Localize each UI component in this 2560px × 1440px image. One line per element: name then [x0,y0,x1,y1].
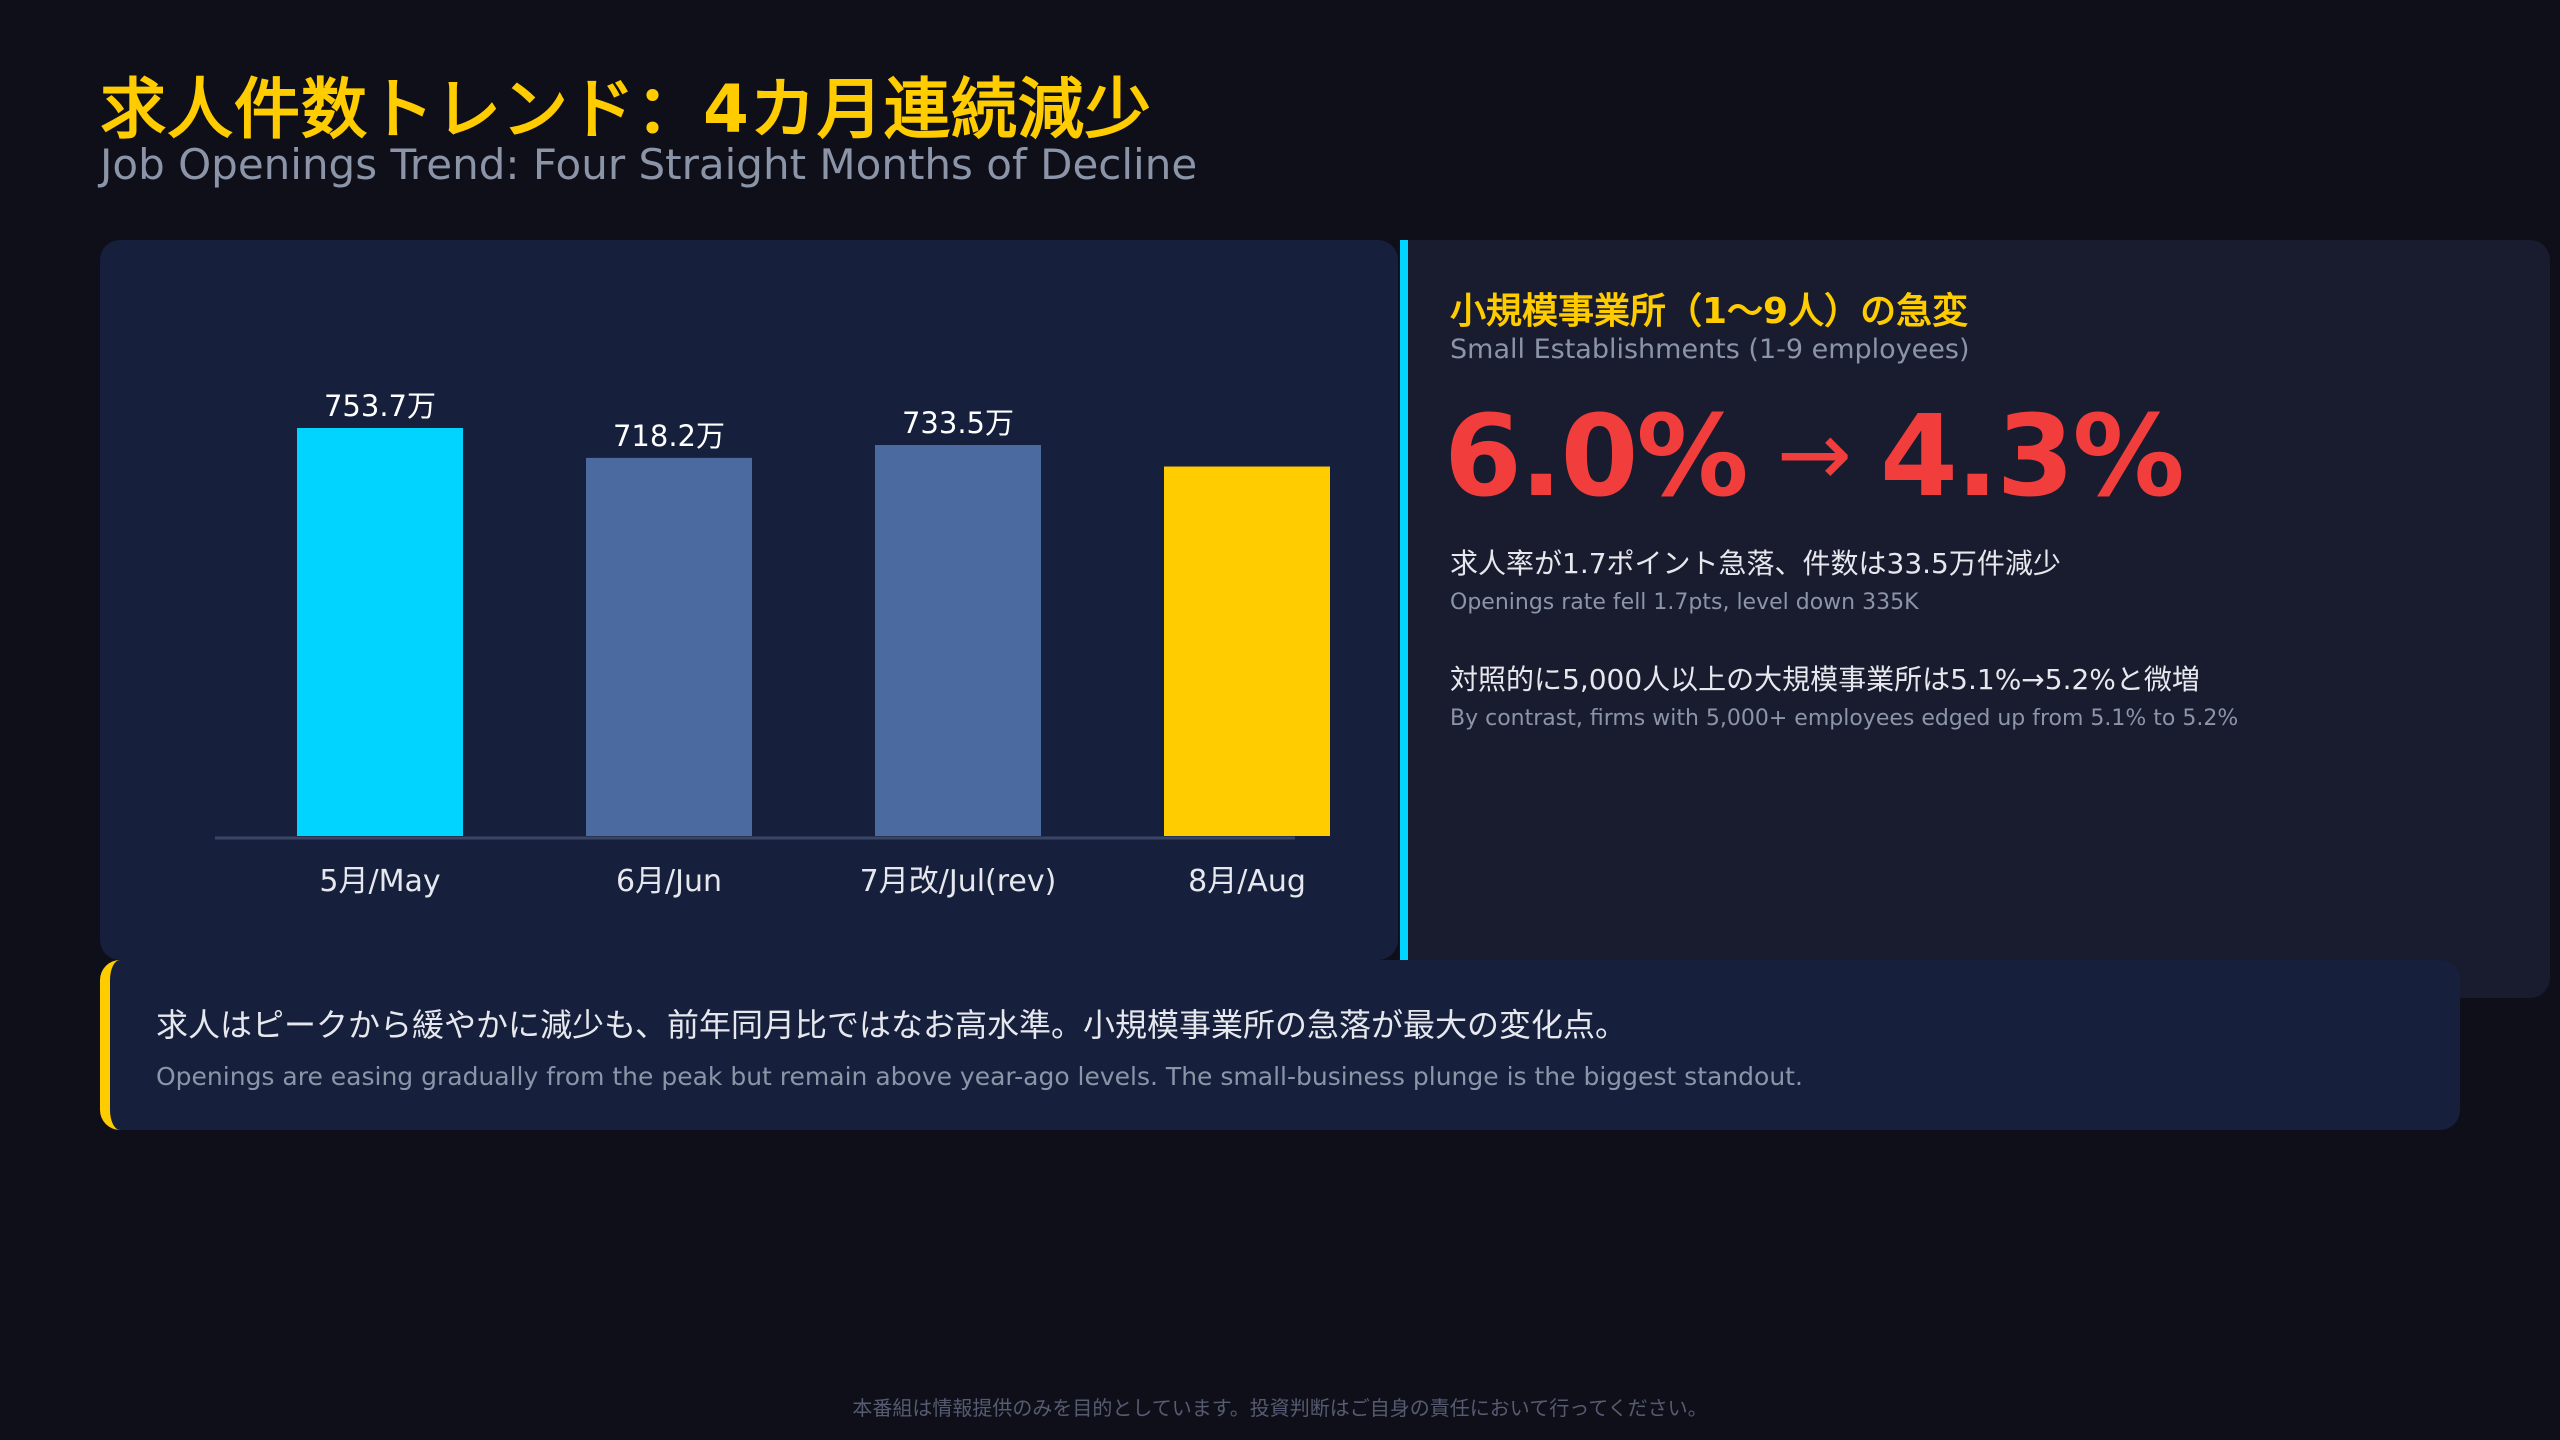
bar-2 [586,457,752,836]
arrow-icon: → [1776,402,1852,507]
panel-title: 小規模事業所（1〜9人）の急変 [1450,291,1969,332]
x-tick-label-2: 6月/Jun [616,864,722,899]
bar-4 [1164,466,1330,836]
bar-chart: 753.7万 5月/May 718.2万 6月/Jun 733.5万 7月改/Jul(re… [215,389,1330,899]
rate-to: 4.3% [1880,392,2185,522]
note-1-en: Openings rate fell 1.7pts, level down 33… [1450,590,1919,615]
note-1-jp: 求人率が1.7ポイント急落、件数は33.5万件減少 [1450,547,2061,580]
x-tick-label-4: 8月/Aug [1188,864,1306,899]
data-label-1: 753.7万 [324,389,436,423]
chart-panel: 753.7万 5月/May 718.2万 6月/Jun 733.5万 7月改/Jul(re… [100,240,1398,960]
panel-subtitle: Small Establishments (1-9 employees) [1450,334,1970,365]
rate-from: 6.0% [1444,392,1749,522]
data-label-3: 733.5万 [902,406,1014,440]
x-tick-label-3: 7月改/Jul(rev) [860,864,1057,899]
disclaimer: 本番組は情報提供のみを目的としています。投資判断はご自身の責任において行ってくだ… [852,1396,1708,1420]
page-subtitle: Job Openings Trend: Four Straight Months… [100,140,1198,189]
bar-3 [875,444,1041,836]
x-tick-label-1: 5月/May [319,864,440,899]
summary-text-jp: 求人はピークから緩やかに減少も、前年同月比ではなお高水準。小規模事業所の急落が最… [156,1006,1628,1044]
rate-change-stat: 6.0% → 4.3% [1444,392,2185,522]
note-2-jp: 対照的に5,000人以上の大規模事業所は5.1%→5.2%と微増 [1450,663,2200,696]
summary-text-en: Openings are easing gradually from the p… [156,1062,1803,1091]
summary-callout: 求人はピークから緩やかに減少も、前年同月比ではなお高水準。小規模事業所の急落が最… [100,960,2460,1130]
note-2-en: By contrast, firms with 5,000+ employees… [1450,706,2239,731]
bar-1 [297,428,463,836]
small-establishments-panel: 小規模事業所（1〜9人）の急変 Small Establishments (1-… [1400,240,2550,998]
data-label-4: 707.9万 [1191,428,1303,462]
page-title: 求人件数トレンド：4カ月連続減少 [100,71,1152,148]
data-label-2: 718.2万 [613,419,725,453]
